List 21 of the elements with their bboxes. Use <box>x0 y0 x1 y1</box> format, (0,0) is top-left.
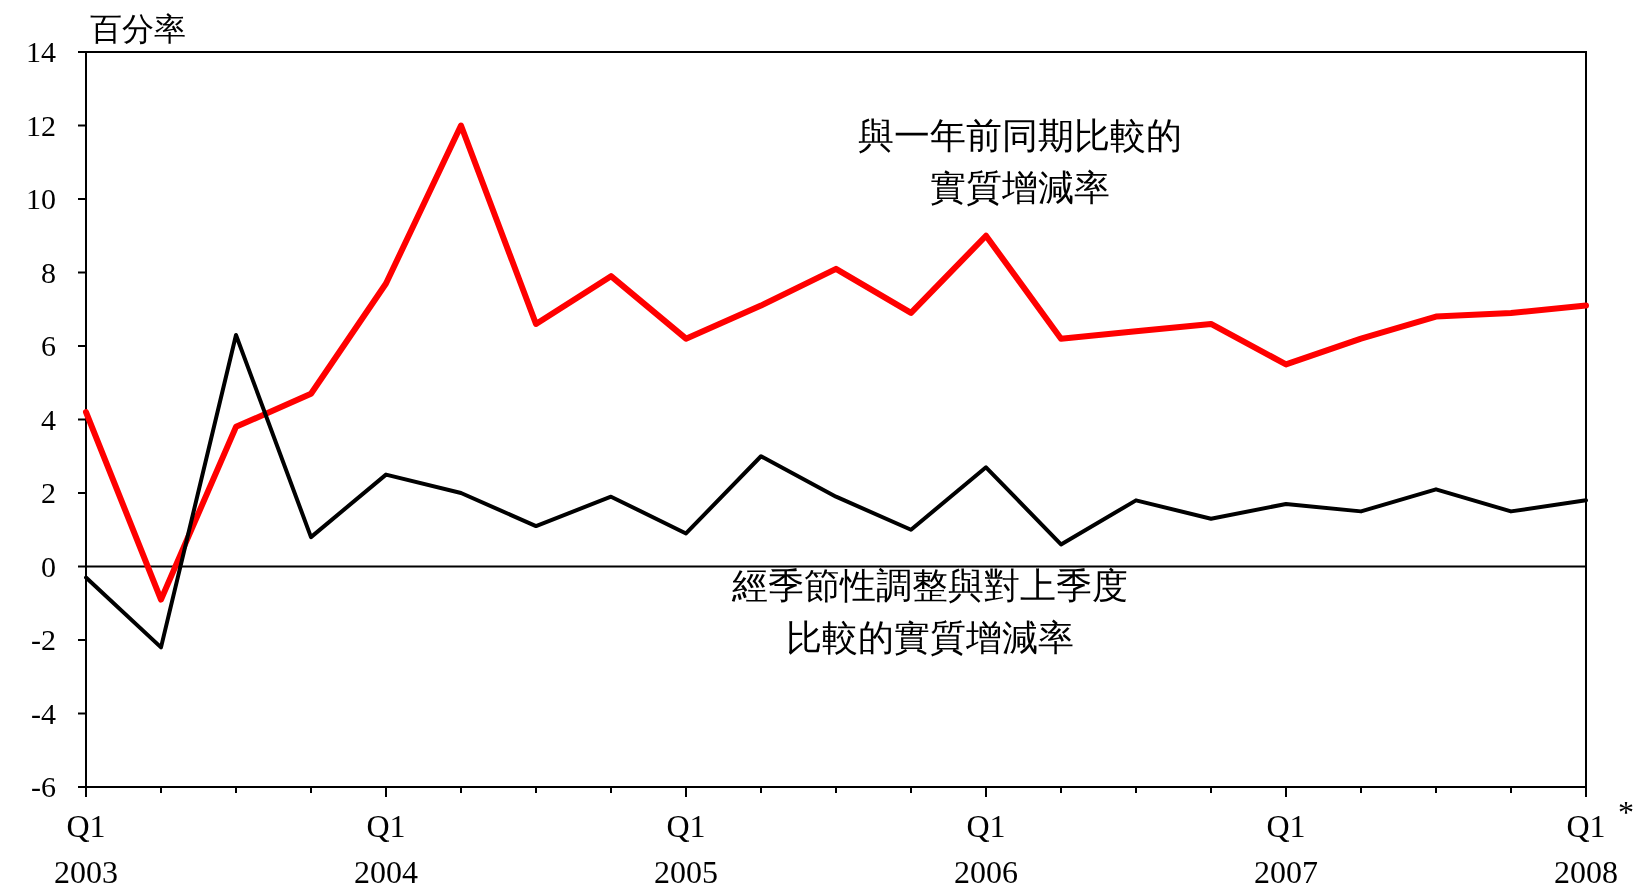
x-tick-label: Q1 2005 <box>654 808 718 891</box>
y-tick-label: 8 <box>41 255 56 289</box>
series-label: 與一年前同期比較的實質增減率 <box>858 116 1182 209</box>
series-label: 經季節性調整與對上季度比較的實質增減率 <box>731 566 1128 659</box>
y-axis-title: 百分率 <box>90 11 186 47</box>
y-tick-label: 6 <box>41 329 56 362</box>
text: * <box>1618 794 1634 830</box>
y-tick-label: 10 <box>26 182 56 215</box>
y-tick-label: -4 <box>31 696 56 730</box>
x-tick-label: Q1 2004 <box>354 808 418 891</box>
x-tick-label: Q1 2007 <box>1254 808 1318 891</box>
y-tick-label: 12 <box>26 108 56 142</box>
y-tick-label: -6 <box>31 770 56 803</box>
y-tick-label: 14 <box>26 35 56 68</box>
x-tick-label: Q1 2003 <box>54 808 118 891</box>
y-tick-label: 2 <box>41 476 56 509</box>
x-tick-label: Q1 2006 <box>954 808 1018 891</box>
y-tick-label: -2 <box>31 623 56 656</box>
x-tick-label: Q1 2008 <box>1554 808 1618 891</box>
y-tick-label: 0 <box>41 549 56 583</box>
y-tick-label: 4 <box>41 402 56 436</box>
